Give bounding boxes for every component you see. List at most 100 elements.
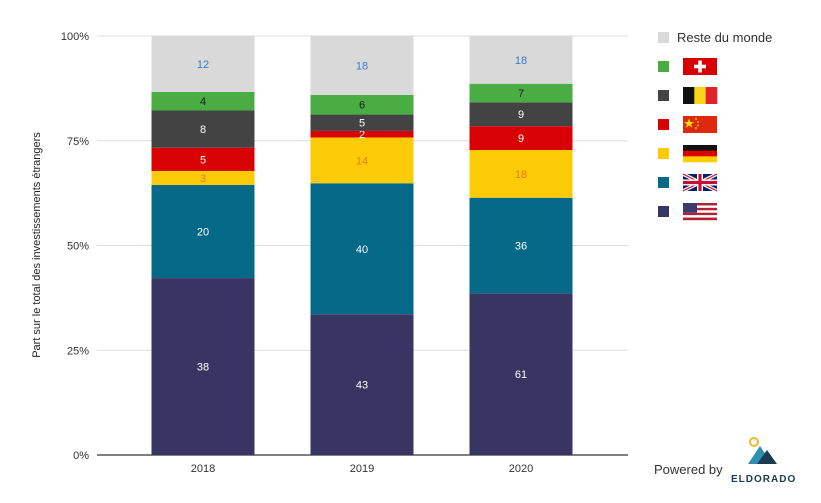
bar-segment-rest-2018: [151, 36, 255, 92]
data-label: 61: [515, 369, 527, 381]
brand-name: ELDORADO: [731, 474, 797, 485]
legend-swatch: [658, 206, 669, 217]
data-label: 14: [356, 155, 368, 167]
data-label: 5: [200, 154, 206, 166]
legend-item-ch: [658, 58, 717, 75]
bar-segment-cn-2019: [310, 130, 414, 138]
data-label: 36: [515, 241, 527, 253]
data-label: 6: [359, 100, 365, 112]
flag-cross-v: [698, 60, 702, 73]
legend-swatch: [658, 148, 669, 159]
data-label: 3: [200, 173, 206, 185]
flag-stripe: [683, 205, 717, 209]
powered-by-text: Powered by: [654, 462, 723, 477]
bar-segment-be-2020: [469, 102, 573, 127]
data-label: 7: [518, 88, 524, 100]
bar-segment-us-2019: [310, 314, 414, 455]
y-axis-ticks: 0% 25% 50% 75% 100%: [61, 31, 89, 462]
bar-segment-de-2019: [310, 137, 414, 184]
switzerland-flag-icon: [683, 58, 717, 75]
flag-canton: [683, 203, 697, 213]
x-tick-label: 2020: [509, 463, 533, 475]
legend-label: Reste du monde: [677, 30, 772, 45]
data-label: 12: [197, 59, 209, 71]
bar-segment-uk-2018: [151, 184, 255, 279]
flag-star: [684, 118, 694, 128]
flag-field: [683, 116, 717, 133]
bar-segment-ch-2019: [310, 94, 414, 115]
data-label: 5: [359, 118, 365, 130]
x-tick-label: 2018: [191, 463, 215, 475]
bar-segment-uk-2019: [310, 183, 414, 315]
bar-segment-cn-2018: [151, 147, 255, 172]
flag-stripe: [683, 210, 717, 213]
bar-segment-us-2018: [151, 278, 255, 455]
data-label: 8: [200, 124, 206, 136]
bar-segment-de-2020: [469, 150, 573, 198]
data-label: 4: [200, 96, 206, 108]
y-tick-label: 25%: [67, 345, 89, 357]
data-label: 9: [518, 109, 524, 121]
data-label: 20: [197, 227, 209, 239]
x-tick-label: 2019: [350, 463, 374, 475]
bar-segment-cn-2020: [469, 126, 573, 151]
flag-stripe: [683, 212, 717, 216]
bar-segment-be-2019: [310, 114, 414, 131]
data-label: 18: [515, 169, 527, 181]
data-label: 18: [356, 60, 368, 72]
eldorado-logo-icon: [748, 437, 777, 464]
flag-small-star: [697, 121, 699, 123]
data-label: 38: [197, 362, 209, 374]
flag-stripe: [705, 87, 718, 104]
bar-segment-ch-2020: [469, 83, 573, 103]
germany-flag-icon: [683, 145, 717, 163]
belgium-flag-icon: [683, 87, 718, 104]
data-label: 18: [515, 55, 527, 67]
bar-segment-uk-2020: [469, 197, 573, 294]
bar-segment-de-2018: [151, 171, 255, 185]
china-flag-icon: [683, 116, 717, 133]
flag-small-star: [695, 118, 697, 120]
flag-stripe: [694, 87, 706, 104]
legend-item-cn: [658, 116, 717, 133]
legend-item-de: [658, 145, 717, 163]
uk-flag-icon: [682, 172, 718, 193]
flag-stripe: [683, 207, 717, 211]
bar-segment-rest-2020: [469, 36, 573, 84]
flag-stripe: [683, 87, 695, 104]
y-tick-label: 75%: [67, 136, 89, 148]
x-axis-ticks: 2018 2019 2020: [191, 463, 533, 475]
legend-swatch: [658, 177, 669, 188]
flag-small-star: [695, 127, 697, 129]
y-tick-label: 100%: [61, 31, 89, 43]
data-label: 9: [518, 133, 524, 145]
legend-swatch: [658, 32, 669, 43]
legend-swatch: [658, 61, 669, 72]
y-axis-label: Part sur le total des investissements ét…: [31, 132, 43, 358]
y-tick-label: 0%: [73, 450, 89, 462]
flag-stripe: [683, 150, 717, 157]
legend: Reste du monde: [658, 30, 772, 221]
flag-stripe: [683, 156, 717, 163]
bar-segment-us-2020: [469, 293, 573, 455]
y-tick-label: 50%: [67, 241, 89, 253]
bar-segment-ch-2018: [151, 91, 255, 111]
flag-cross-v-red: [698, 174, 702, 191]
flag-small-star: [697, 124, 699, 127]
us-flag-icon: [683, 203, 717, 221]
bar-segment-rest-2019: [310, 36, 414, 95]
flag-stripe: [683, 145, 717, 151]
legend-swatch: [658, 90, 669, 101]
legend-item-us: [658, 203, 717, 221]
flag-stripe: [683, 215, 717, 218]
data-label: 2: [359, 129, 365, 141]
data-label: 40: [356, 244, 368, 256]
data-label: 43: [356, 380, 368, 392]
legend-item-be: [658, 87, 718, 104]
flag-stripe: [683, 203, 717, 206]
legend-swatch: [658, 119, 669, 130]
legend-item-uk: [658, 172, 718, 193]
flag-stripe: [683, 217, 717, 221]
